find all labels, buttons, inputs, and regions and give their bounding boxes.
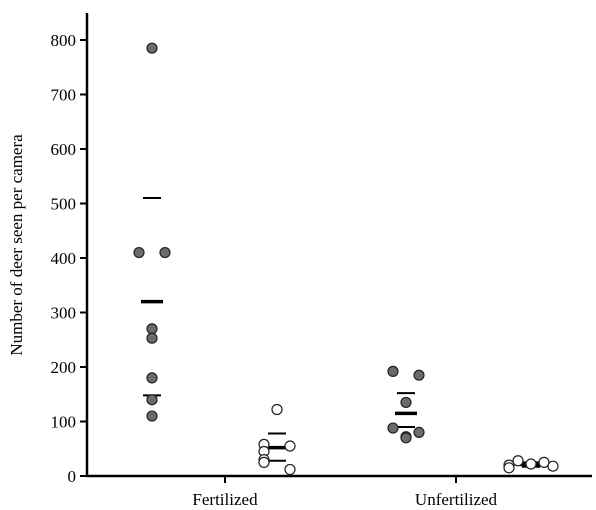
y-tick-label: 300 [51, 304, 77, 323]
data-point [146, 332, 158, 344]
data-point [400, 432, 412, 444]
y-tick-label: 700 [51, 86, 77, 105]
data-point [146, 410, 158, 422]
y-tick-label: 600 [51, 140, 77, 159]
y-axis-title: Number of deer seen per camera [7, 134, 26, 356]
data-point [258, 456, 270, 468]
y-tick-label: 500 [51, 195, 77, 214]
x-tick-label: Fertilized [192, 490, 258, 509]
data-point [271, 403, 283, 416]
data-point [413, 369, 425, 381]
data-point [547, 460, 559, 472]
y-tick-label: 800 [51, 31, 77, 50]
data-marks [133, 42, 559, 476]
data-point [525, 458, 537, 470]
data-point [284, 440, 296, 452]
data-point [133, 246, 145, 259]
data-point [146, 372, 158, 384]
data-point [387, 365, 399, 377]
y-ticks: 0 100 200 300 400 500 600 700 800 [51, 31, 87, 486]
data-point [146, 323, 158, 335]
x-ticks: Fertilized Unfertilized [192, 476, 498, 509]
data-point [400, 396, 412, 409]
data-point [146, 42, 158, 54]
data-point [512, 455, 524, 467]
data-point [413, 426, 425, 438]
data-point [146, 394, 158, 406]
x-tick-label: Unfertilized [415, 490, 498, 509]
data-point [387, 422, 399, 434]
y-tick-label: 200 [51, 358, 77, 377]
data-point [284, 463, 296, 476]
y-tick-label: 400 [51, 249, 77, 268]
y-tick-label: 100 [51, 413, 77, 432]
data-point [503, 462, 515, 474]
data-point [159, 246, 171, 259]
y-tick-label: 0 [68, 467, 77, 486]
